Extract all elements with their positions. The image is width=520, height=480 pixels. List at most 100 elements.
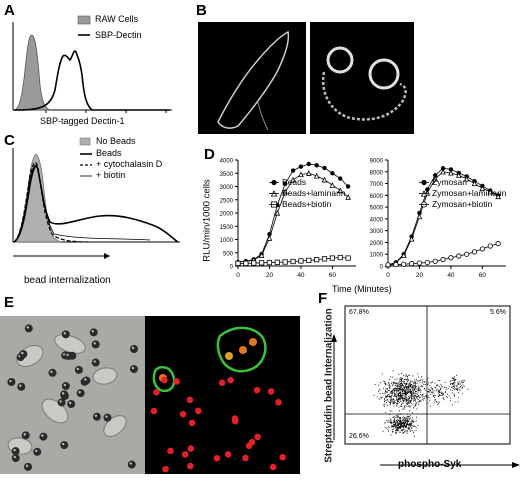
red-bead (242, 454, 249, 462)
cell (92, 367, 118, 385)
bead (91, 340, 100, 349)
micrograph-b-left (198, 22, 306, 134)
x-tick-label: 60 (329, 272, 337, 279)
no-beads-swatch (79, 137, 91, 146)
panel-e-letter: E (4, 294, 15, 311)
data-point (408, 235, 415, 242)
data-point (448, 169, 454, 176)
data-point (424, 189, 431, 196)
panel-f-xlabel: phospho-Syk (398, 459, 462, 470)
red-bead (187, 445, 195, 452)
data-point (266, 259, 273, 266)
data-point (432, 258, 438, 264)
panel-a-legend-sbp: SBP-Dectin (95, 30, 142, 40)
data-point (235, 260, 241, 266)
y-tick-label: 3000 (370, 229, 384, 235)
bead (64, 351, 73, 360)
red-bead (269, 463, 277, 471)
data-point (290, 168, 296, 173)
biotin-histogram (13, 164, 151, 243)
red-bead (186, 396, 194, 404)
data-point (495, 193, 501, 200)
y-tick-label: 1500 (220, 225, 234, 231)
panel-f-axis-arrows (331, 334, 520, 468)
panel-c-legend-beads: Beads (96, 148, 122, 158)
data-point (471, 249, 478, 255)
x-tick-label: 60 (479, 272, 487, 279)
bead (91, 358, 100, 367)
y-tick-label: 8000 (370, 170, 384, 176)
bead (61, 382, 70, 391)
data-point (251, 260, 257, 266)
internalized-bead (225, 352, 233, 360)
data-point (433, 173, 438, 178)
red-bead (153, 388, 160, 396)
red-bead (248, 438, 256, 446)
panel-d-letter: D (204, 146, 215, 163)
bead (67, 399, 76, 408)
data-point (266, 235, 273, 241)
red-bead (195, 407, 202, 415)
x-tick-label: 20 (266, 272, 274, 279)
raw-cells-histogram (13, 34, 51, 111)
panel-c-letter: C (4, 132, 15, 149)
bead (57, 398, 66, 407)
green-cell-outline (216, 326, 267, 373)
data-point (313, 172, 320, 179)
data-point (306, 257, 312, 264)
red-bead (179, 410, 187, 418)
data-point (440, 256, 446, 263)
brightfield-image (0, 316, 145, 474)
data-point (282, 259, 288, 265)
y-tick-label: 4000 (370, 217, 384, 223)
data-point (345, 194, 351, 200)
panel-a-letter: A (4, 2, 15, 19)
green-cell-outline (152, 365, 176, 393)
raw-cells-legend-swatch (77, 15, 91, 25)
bead (89, 328, 98, 337)
y-tick-label: 0 (230, 265, 234, 271)
data-point (274, 259, 280, 265)
y-tick-label: 2000 (220, 212, 234, 218)
panel-b-letter: B (196, 2, 207, 19)
y-tick-label: 2000 (370, 241, 384, 247)
red-bead (213, 454, 221, 462)
red-bead (254, 433, 261, 441)
bead (21, 431, 30, 440)
panel-a-xlabel: SBP-tagged Dectin-1 (40, 116, 125, 126)
data-point (393, 261, 399, 268)
quadrant-top-left: 67.8% (349, 309, 369, 316)
data-point (408, 261, 415, 267)
panel-c-xlabel: bead internalization (24, 275, 111, 286)
cell (41, 398, 69, 424)
legend-label: Beads+biotin (282, 199, 332, 209)
data-point (305, 170, 312, 176)
data-point (471, 180, 478, 187)
y-tick-label: 6000 (370, 194, 384, 200)
y-tick-label: 3000 (220, 185, 234, 191)
panel-c-legend-nobeads: No Beads (96, 136, 136, 146)
red-bead (279, 453, 287, 461)
data-point (306, 161, 311, 167)
data-point (455, 172, 462, 178)
data-point (329, 182, 336, 188)
panel-c-histogram (12, 137, 180, 259)
bead (19, 350, 28, 359)
data-point (322, 165, 327, 171)
internalized-bead (249, 338, 257, 346)
bead (103, 413, 112, 422)
panel-f-scatter (344, 305, 511, 445)
data-point (400, 252, 407, 258)
bead (127, 460, 136, 469)
panel-a-legend-raw: RAW Cells (95, 14, 139, 24)
bead (61, 330, 70, 339)
bead (11, 454, 20, 463)
data-point (329, 255, 335, 261)
red-bead (173, 378, 180, 385)
legend-label: Beads+laminarin (282, 188, 346, 198)
red-bead (224, 451, 232, 458)
panel-d-xlabel: Time (Minutes) (332, 284, 392, 294)
data-point (487, 243, 493, 249)
bead (74, 365, 83, 374)
data-point (464, 251, 470, 257)
